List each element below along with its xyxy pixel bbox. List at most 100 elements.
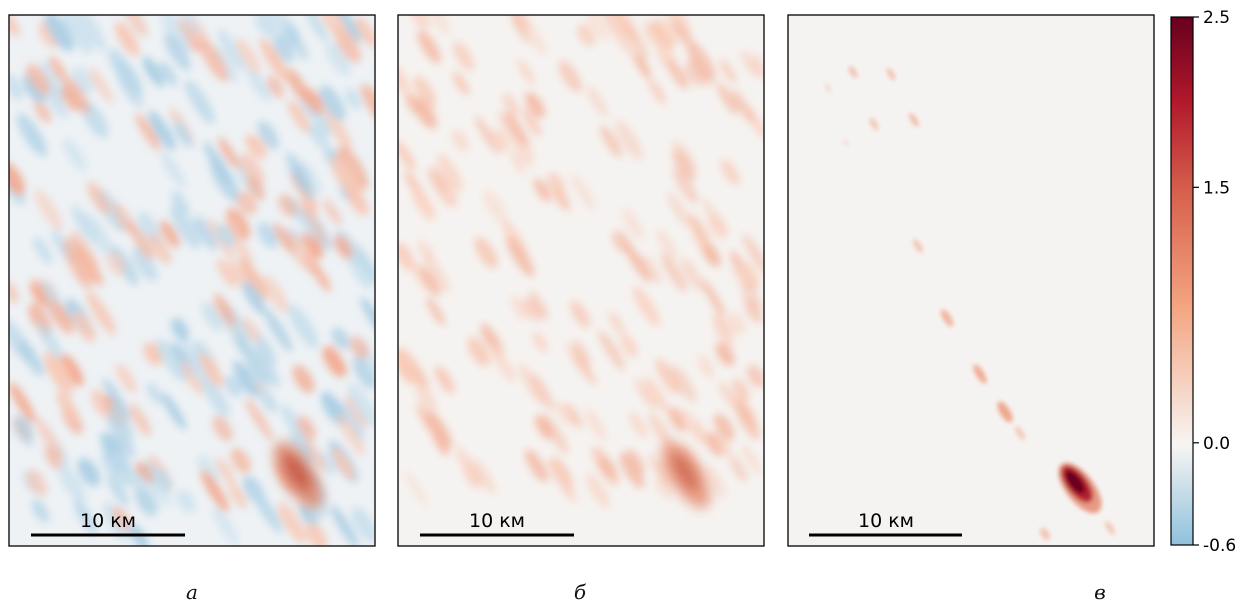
field-streak [684, 62, 703, 87]
field-streak [292, 364, 315, 394]
field-streak [173, 120, 193, 148]
field-streak [433, 433, 450, 456]
field-streak [452, 41, 475, 71]
field-streak [660, 19, 680, 45]
field-streak [217, 137, 240, 169]
field-streak [73, 499, 98, 535]
field-streak [161, 15, 191, 54]
field-streak [428, 411, 453, 448]
field-streak [106, 473, 129, 507]
panel-c-blob [1015, 426, 1025, 440]
field-streak [731, 378, 750, 402]
panel-b-scale-label: 10 км [469, 510, 525, 532]
field-streak [313, 110, 332, 136]
field-streak [529, 373, 556, 412]
field-streak [148, 232, 172, 265]
field-streak [742, 233, 764, 275]
field-streak [584, 408, 607, 441]
field-streak [524, 297, 543, 322]
field-streak [239, 153, 265, 187]
field-streak [455, 446, 478, 479]
field-streak [193, 215, 218, 251]
field-streak [648, 78, 666, 104]
field-streak [102, 378, 131, 420]
field-streak [56, 390, 79, 423]
field-streak [410, 15, 429, 30]
field-streak [350, 258, 373, 289]
field-streak [623, 241, 651, 283]
heatmap-panel-b: 10 км [397, 14, 765, 547]
field-streak [348, 383, 375, 428]
field-streak [525, 449, 549, 483]
field-streak [688, 214, 710, 245]
field-streak [506, 235, 535, 277]
colorbar-frame [1170, 16, 1194, 546]
field-streak [272, 34, 294, 63]
field-streak [26, 63, 51, 96]
field-streak [491, 128, 510, 152]
field-streak [349, 335, 370, 360]
field-streak [655, 358, 681, 395]
colorbar-tick-label: 2.5 [1203, 8, 1230, 28]
field-streak [654, 475, 673, 499]
field-streak [290, 165, 314, 201]
heatmap-panel-a: 10 км [8, 14, 376, 547]
panel-c-blob [848, 65, 858, 79]
colorbar-tick-label: 1.5 [1203, 178, 1230, 198]
field-streak [424, 255, 450, 293]
field-streak [257, 121, 279, 150]
field-streak [247, 67, 271, 102]
field-streak [29, 282, 49, 308]
field-streak [517, 58, 535, 85]
panel-c-blob [940, 309, 954, 327]
field-streak [31, 499, 50, 523]
field-streak [303, 88, 324, 115]
field-streak [319, 85, 346, 121]
field-streak [719, 59, 737, 84]
field-streak [173, 15, 200, 35]
field-streak [100, 451, 120, 476]
field-streak [224, 375, 243, 398]
field-streak [318, 451, 338, 476]
field-streak [667, 192, 692, 229]
field-streak [735, 403, 761, 440]
field-streak [608, 16, 636, 57]
field-streak [632, 286, 661, 327]
field-streak [621, 207, 645, 241]
field-streak [199, 352, 224, 388]
field-streak [681, 408, 705, 443]
field-streak [336, 413, 366, 456]
field-streak [433, 175, 458, 208]
field-streak [244, 134, 262, 159]
field-streak [159, 61, 177, 87]
field-streak [572, 348, 597, 386]
field-streak [225, 216, 242, 238]
field-streak [199, 38, 229, 82]
field-streak [258, 386, 278, 413]
field-streak [511, 295, 529, 321]
field-streak [586, 85, 608, 118]
field-streak [413, 75, 437, 108]
field-streak [337, 145, 369, 190]
panel-c-blob [909, 113, 919, 127]
field-streak [83, 212, 114, 257]
field-streak [164, 33, 191, 71]
panel-c-blob [869, 117, 879, 131]
field-streak [620, 334, 639, 358]
field-streak [625, 449, 645, 475]
field-streak [9, 382, 36, 423]
field-streak [741, 260, 761, 287]
field-streak [134, 488, 156, 517]
field-streak [718, 381, 739, 411]
field-streak [297, 415, 316, 440]
field-streak [520, 15, 548, 56]
field-streak [680, 258, 703, 291]
field-streak [263, 308, 293, 352]
panel-a-scale-label: 10 км [80, 510, 136, 532]
field-streak [474, 116, 500, 155]
colorbar-ticks: 2.5 1.5 0.0 -0.6 [1193, 8, 1236, 556]
field-streak [318, 15, 346, 38]
field-streak [598, 330, 625, 371]
field-streak [37, 321, 63, 360]
